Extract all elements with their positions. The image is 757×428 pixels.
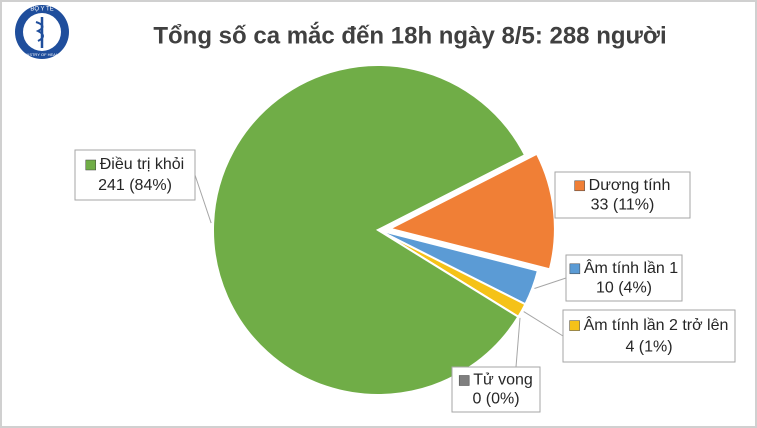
data-label: Dương tính 33 (11%)	[554, 171, 691, 219]
leader-line	[523, 311, 564, 337]
leader-line	[515, 317, 521, 368]
legend-swatch	[85, 159, 97, 171]
label-box	[74, 149, 196, 201]
label-box	[554, 171, 691, 219]
label-value: 241 (84%)	[98, 177, 172, 194]
legend-swatch	[569, 320, 580, 331]
legend-swatch	[569, 263, 581, 275]
pie-slice	[212, 64, 527, 396]
label-category: Điều trị khỏi	[100, 156, 184, 173]
label-value: 4 (1%)	[625, 339, 672, 356]
logo: BỘ Y TẾ MINISTRY OF HEALTH	[15, 5, 69, 59]
logo-snake	[35, 21, 44, 42]
label-category: Dương tính	[589, 177, 671, 194]
logo-bottom: MINISTRY OF HEALTH	[21, 52, 63, 57]
data-label: Điều trị khỏi 241 (84%)	[74, 149, 196, 201]
label-value: 33 (11%)	[591, 196, 655, 213]
label-value: 10 (4%)	[596, 279, 652, 296]
legend-swatch	[574, 180, 585, 192]
data-label: Âm tính lần 2 trở lên 4 (1%)	[562, 309, 736, 363]
leader-line	[534, 277, 567, 289]
logo-top: BỘ Y TẾ	[30, 6, 53, 13]
chart-title: Tổng số ca mắc đến 18h ngày 8/5: 288 ngư…	[153, 21, 666, 49]
leader-line	[194, 174, 212, 224]
data-label: Âm tính lần 1 10 (4%)	[565, 254, 683, 302]
label-box	[451, 366, 541, 413]
label-box	[562, 309, 736, 363]
label-value: 0 (0%)	[472, 391, 519, 408]
label-box	[565, 254, 683, 302]
label-category: Âm tính lần 2 trở lên	[584, 315, 729, 334]
pie-slice	[387, 152, 556, 271]
label-category: Tử vong	[473, 372, 533, 389]
data-label: Tử vong 0 (0%)	[451, 366, 541, 413]
legend-swatch	[458, 375, 470, 386]
label-category: Âm tính lần 1	[584, 258, 678, 277]
